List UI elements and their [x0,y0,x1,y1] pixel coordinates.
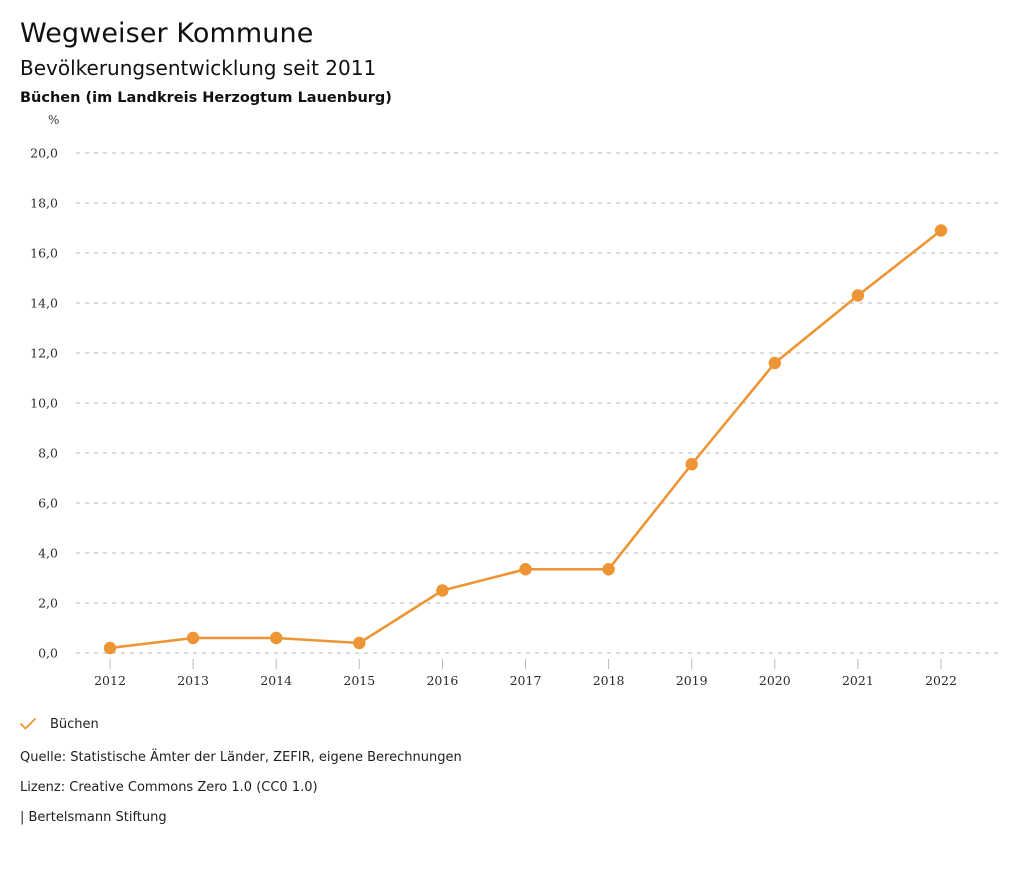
footer-license: Lizenz: Creative Commons Zero 1.0 (CC0 1… [20,780,318,796]
x-axis-tick-label: 2012 [94,673,126,688]
y-axis-tick-label: 14,0 [30,296,58,311]
data-point[interactable] [103,642,117,655]
data-point[interactable] [768,357,781,370]
x-axis-tick-label: 2021 [842,673,874,688]
page-header: Wegweiser Kommune Bevölkerungsentwicklun… [0,0,1024,107]
x-axis-tick-label: 2018 [593,673,625,688]
page-region-label: Büchen (im Landkreis Herzogtum Lauenburg… [20,90,392,107]
gridlines-group [76,152,1000,654]
check-icon[interactable] [20,718,42,730]
footer-source: Quelle: Statistische Ämter der Länder, Z… [20,750,462,766]
x-axis-tick-label: 2015 [343,673,375,688]
y-axis-tick-label: 18,0 [30,196,58,211]
line-chart: 0,02,04,06,08,010,012,014,016,018,020,0 … [30,146,1000,688]
y-axis-tick-label: 20,0 [30,146,58,161]
y-axis-tick-label: 12,0 [30,346,58,361]
y-axis-unit-label: % [48,113,60,128]
legend-item-label[interactable]: Büchen [50,716,99,732]
x-axis-tick-label: 2014 [260,673,292,688]
y-axis-tick-labels: 0,0 2,0 4,0 6,0 8,0 10,0 12,0 14,0 16,0 18,0 20,0 [30,146,58,661]
data-point[interactable] [353,637,366,650]
data-point[interactable] [851,289,865,303]
y-axis-tick-label: 0,0 [38,646,58,661]
x-axis-tick-label: 2022 [925,673,957,688]
footer-publisher: | Bertelsmann Stiftung [20,810,167,826]
data-point[interactable] [436,584,449,598]
data-point[interactable] [270,632,283,645]
page-title: Wegweiser Kommune [20,18,314,49]
page-subtitle: Bevölkerungsentwicklung seit 2011 [20,56,377,81]
y-axis-tick-label: 2,0 [38,596,58,611]
x-axis-tick-label: 2016 [426,673,458,688]
data-point[interactable] [186,632,200,645]
series-line [108,229,943,650]
data-point[interactable] [934,224,948,238]
series-lines-group [108,229,943,650]
x-axis-tick-label: 2013 [177,673,209,688]
x-axis-tick-marks [109,659,942,670]
series-points-group [103,224,948,655]
chart-legend: Büchen [20,713,1024,735]
data-point[interactable] [602,563,615,576]
y-axis-tick-label: 10,0 [30,396,58,411]
chart-footer: Quelle: Statistische Ämter der Länder, Z… [20,751,1024,824]
y-axis-tick-label: 6,0 [38,496,58,511]
x-axis-tick-label: 2017 [510,673,542,688]
data-point[interactable] [519,563,532,576]
y-axis-tick-label: 16,0 [30,246,58,261]
y-axis-tick-label: 4,0 [38,546,58,561]
chart-container: % 0,0 2,0 4,0 6,0 8,0 10,0 12,0 14,0 16,0 18,0 20,… [0,107,1024,707]
data-point[interactable] [685,458,698,471]
y-axis-tick-label: 8,0 [38,446,58,461]
x-axis-tick-label: 2019 [676,673,708,688]
x-axis-tick-labels: 2012 2013 2014 2015 2016 2017 2018 2019 2020 2021… [94,673,957,688]
x-axis-tick-label: 2020 [759,673,791,688]
